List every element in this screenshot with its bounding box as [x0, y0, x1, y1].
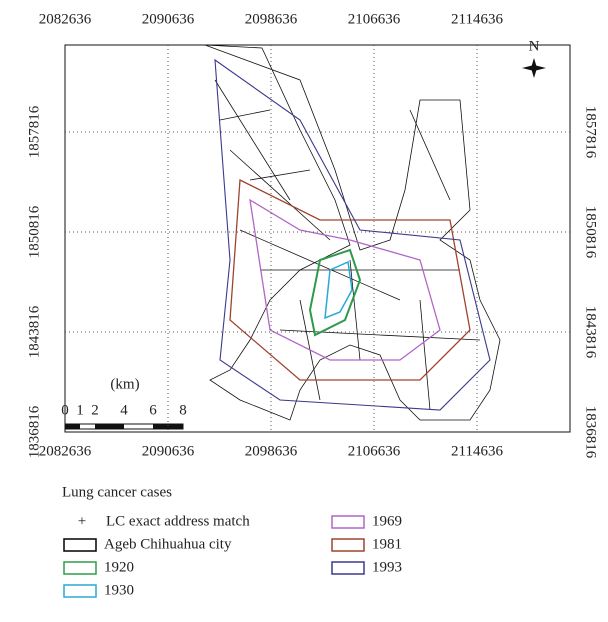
scale-label: 8	[179, 402, 187, 418]
x-tick-label: 2106636	[348, 11, 401, 27]
y-tick-label: 1836816	[26, 405, 42, 458]
legend-label: 1969	[372, 513, 402, 529]
legend-label: LC exact address match	[106, 513, 250, 529]
y-tick-label: 1850816	[26, 205, 42, 258]
x-tick-label: 2090636	[142, 443, 195, 459]
map-frame	[65, 45, 570, 432]
area-1920	[310, 250, 360, 335]
y-tick-label: 1843816	[583, 306, 599, 359]
north-label: N	[529, 38, 540, 54]
legend-title: Lung cancer cases	[62, 484, 172, 500]
north-arrow: N	[522, 38, 546, 78]
scale-label: 2	[91, 402, 99, 418]
scale-label: 1	[76, 402, 84, 418]
x-tick-label: 2114636	[451, 443, 503, 459]
legend-label: 1920	[104, 559, 134, 575]
legend-symbol: +	[78, 513, 86, 529]
y-tick-label: 1857816	[583, 106, 599, 159]
y-tick-label: 1857816	[26, 105, 42, 158]
x-tick-label: 2098636	[245, 443, 298, 459]
area-1969	[250, 200, 440, 360]
x-tick-label: 2098636	[245, 11, 298, 27]
legend-label: Ageb Chihuahua city	[104, 536, 232, 552]
scale-label: 6	[149, 402, 157, 418]
y-tick-label: 1843816	[26, 305, 42, 358]
scale-label: 0	[61, 402, 69, 418]
scale-label: 4	[120, 402, 128, 418]
y-tick-label: 1836816	[583, 406, 599, 459]
scale-bar	[65, 424, 183, 429]
legend-label: 1981	[372, 536, 402, 552]
legend-swatch	[332, 562, 364, 574]
legend-swatch	[332, 516, 364, 528]
legend-swatch	[332, 539, 364, 551]
y-tick-label: 1850816	[583, 206, 599, 259]
legend-swatch	[64, 539, 96, 551]
x-tick-label: 2082636	[39, 11, 92, 27]
legend-label: 1993	[372, 559, 402, 575]
legend-swatch	[64, 562, 96, 574]
map-figure: N (km) 2082636 2082636 2090636 2090636 20986…	[0, 0, 608, 622]
x-tick-label: 2082636	[39, 443, 92, 459]
legend-swatch	[64, 585, 96, 597]
x-tick-label: 2114636	[451, 11, 503, 27]
x-tick-label: 2090636	[142, 11, 195, 27]
x-tick-label: 2106636	[348, 443, 401, 459]
scale-unit: (km)	[110, 376, 139, 392]
legend-label: 1930	[104, 582, 134, 598]
